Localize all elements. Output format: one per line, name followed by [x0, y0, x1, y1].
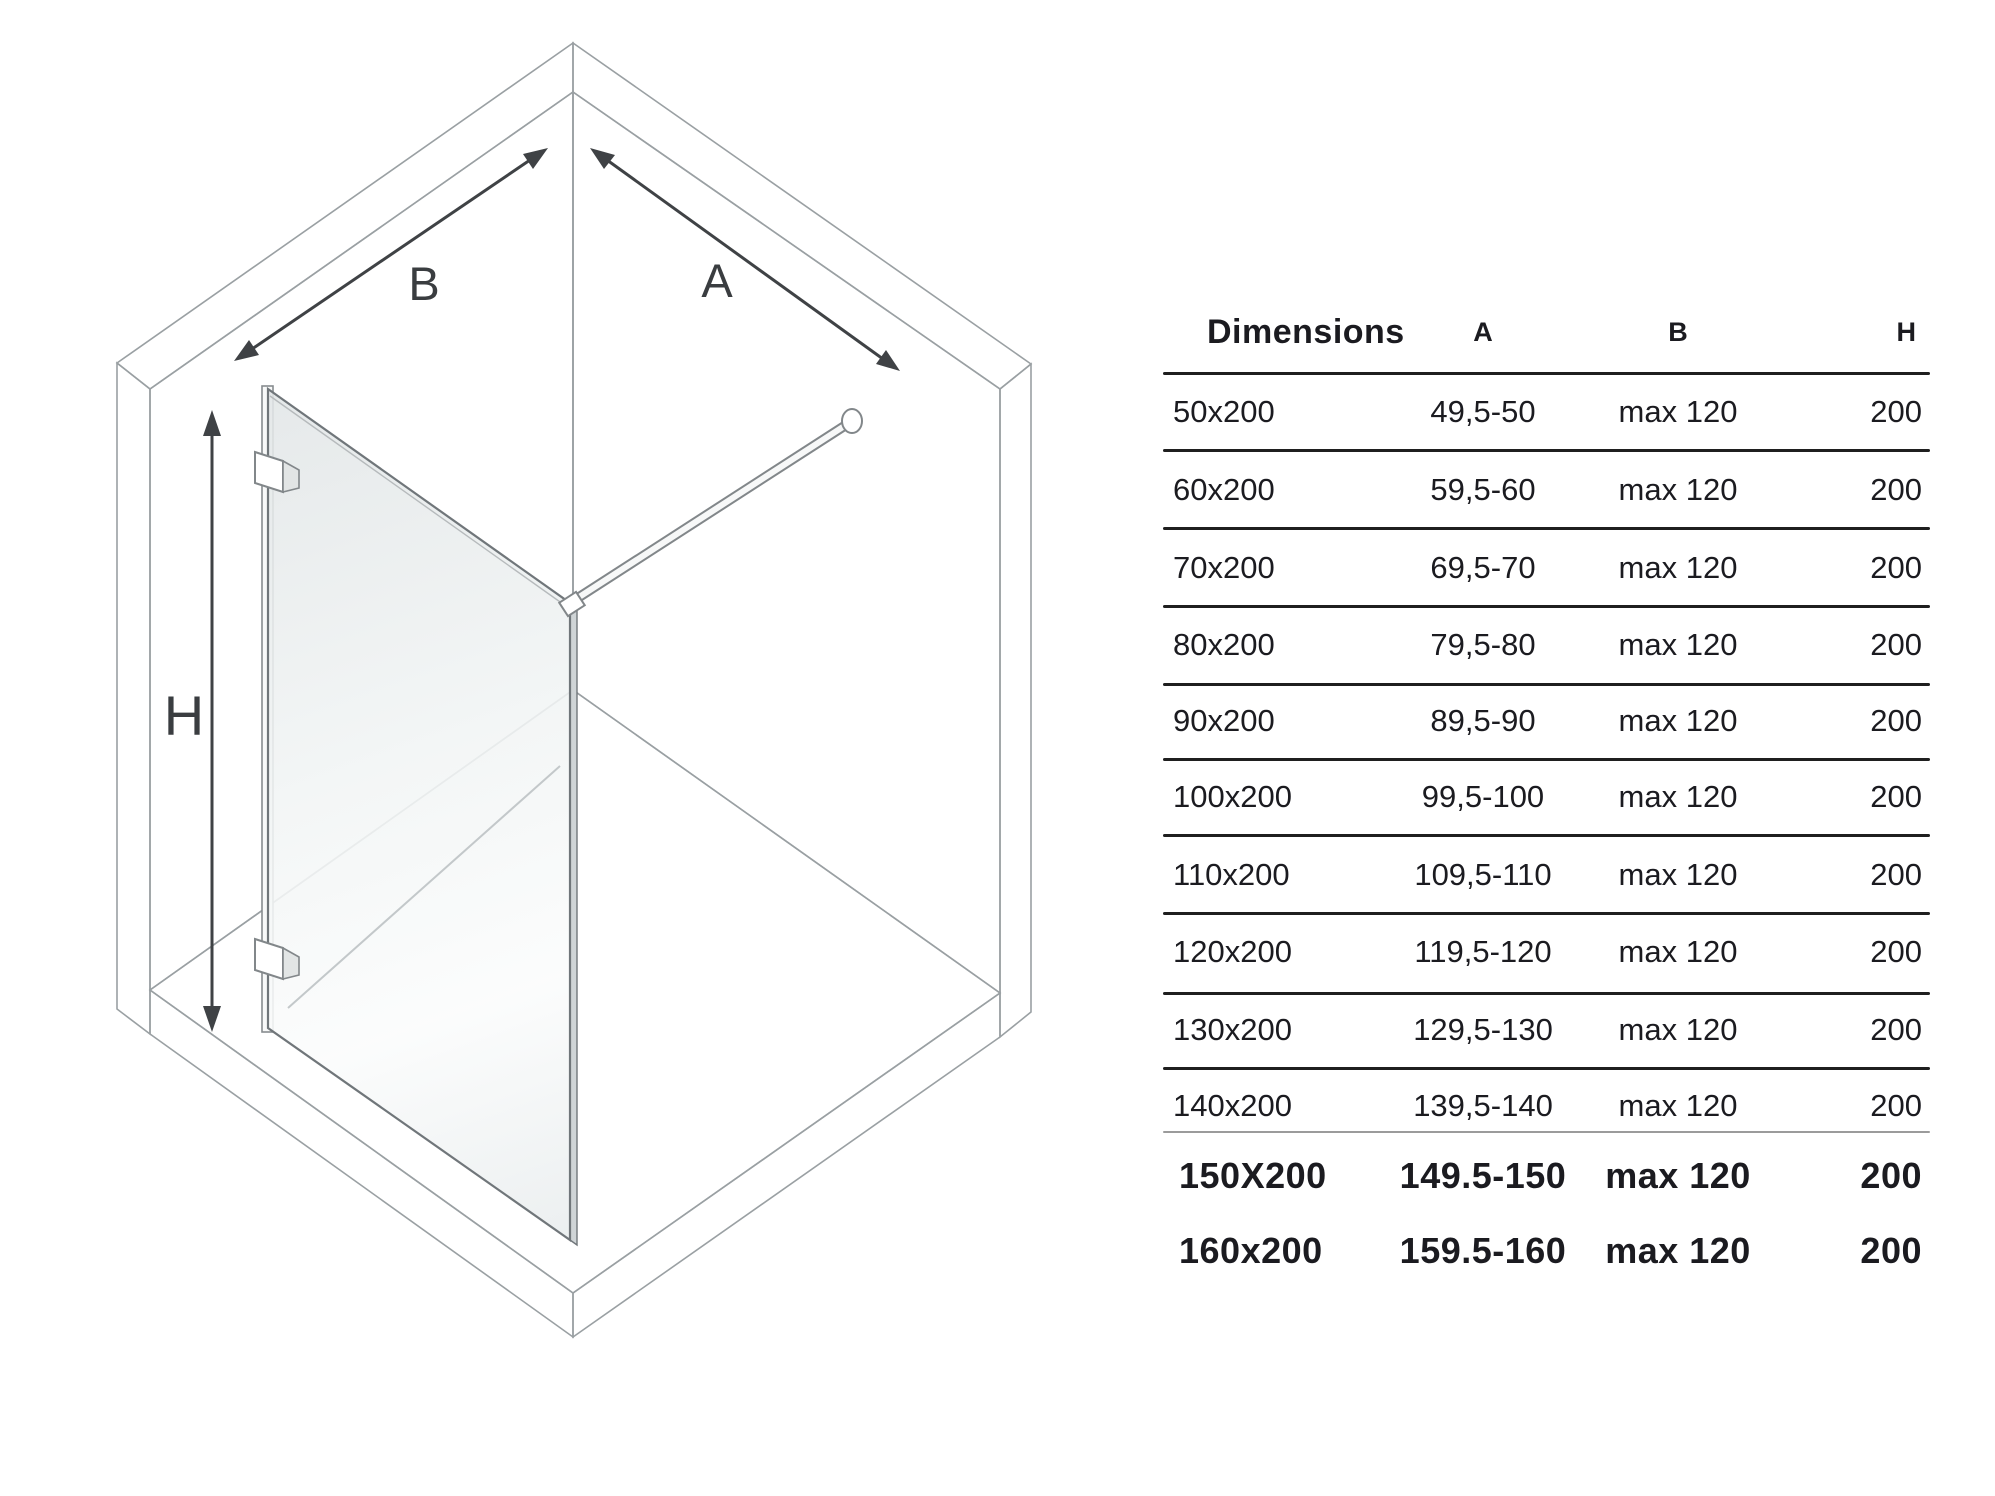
cell-a: 149.5-150 [1399, 1155, 1567, 1196]
wall-right-face [572, 90, 1001, 995]
wall-end-right [999, 362, 1032, 1039]
dimension-arrow-a [590, 148, 900, 371]
cell-size: 60x200 [1173, 472, 1275, 507]
cell-b: max 120 [1618, 627, 1738, 662]
cell-size: 70x200 [1173, 550, 1275, 585]
table-title: Dimensions [1207, 313, 1405, 351]
table-row: 160x200 159.5-160 max 120 200 [1163, 1212, 1930, 1290]
cell-size: 110x200 [1173, 857, 1290, 892]
row-separator [1163, 758, 1930, 761]
table-row: 70x200 69,5-70 max 120 200 [1163, 529, 1930, 607]
cell-h: 200 [1870, 1088, 1922, 1123]
cell-h: 200 [1870, 472, 1922, 507]
glass-top-inner-line [269, 395, 571, 610]
cell-a: 99,5-100 [1421, 779, 1545, 814]
support-bar-glass-clamp [557, 590, 587, 618]
cell-b: max 120 [1605, 1155, 1751, 1196]
cell-size: 100x200 [1173, 779, 1292, 814]
table-row: 60x200 59,5-60 max 120 200 [1163, 451, 1930, 529]
cell-a: 159.5-160 [1399, 1230, 1567, 1271]
cell-b: max 120 [1618, 779, 1738, 814]
row-separator [1163, 912, 1930, 915]
cell-b: max 120 [1618, 472, 1738, 507]
cell-size: 90x200 [1173, 703, 1275, 738]
label-b: B [408, 257, 439, 310]
cell-h: 200 [1870, 394, 1922, 429]
floor-skirt-right [572, 991, 1001, 1339]
table-row: 50x200 49,5-50 max 120 200 [1163, 373, 1930, 451]
row-separator [1163, 449, 1930, 452]
wall-top-band-right [572, 41, 1033, 390]
wall-top-band-left [115, 41, 574, 390]
table-row: 130x200 129,5-130 max 120 200 [1163, 991, 1930, 1069]
row-separator [1163, 834, 1930, 837]
cell-h: 200 [1860, 1230, 1922, 1271]
cell-a: 69,5-70 [1430, 550, 1536, 585]
cell-h: 200 [1870, 703, 1922, 738]
label-h: H [164, 684, 204, 747]
cell-a: 119,5-120 [1414, 934, 1552, 969]
cell-a: 139,5-140 [1413, 1088, 1553, 1123]
cell-b: max 120 [1618, 934, 1738, 969]
cell-a: 89,5-90 [1430, 703, 1536, 738]
dimension-arrow-h [203, 410, 221, 1032]
row-separator [1163, 1067, 1930, 1070]
column-header-h: H [1896, 317, 1917, 347]
cell-size: 130x200 [1173, 1012, 1292, 1047]
table-row: 90x200 89,5-90 max 120 200 [1163, 682, 1930, 760]
support-bar [557, 408, 863, 618]
table-row: 140x200 139,5-140 max 120 200 [1163, 1067, 1930, 1145]
cell-b: max 120 [1618, 1012, 1738, 1047]
cell-b: max 120 [1618, 394, 1738, 429]
table-row: 150X200 149.5-150 max 120 200 [1163, 1137, 1930, 1215]
wall-end-left [116, 361, 151, 1036]
glass-panel [266, 386, 572, 1243]
dimension-arrow-b [234, 148, 548, 361]
row-separator [1163, 372, 1930, 375]
cell-a: 79,5-80 [1430, 627, 1536, 662]
row-separator-light [1163, 1131, 1930, 1133]
cell-h: 200 [1870, 857, 1922, 892]
cell-size: 140x200 [1173, 1088, 1292, 1123]
cell-b: max 120 [1618, 1088, 1738, 1123]
cell-a: 129,5-130 [1413, 1012, 1553, 1047]
table-row: 100x200 99,5-100 max 120 200 [1163, 758, 1930, 836]
cell-size: 150X200 [1179, 1155, 1327, 1196]
glass-clamp-top [254, 450, 300, 494]
cell-h: 200 [1870, 1012, 1922, 1047]
cell-a: 109,5-110 [1414, 857, 1552, 892]
row-separator [1163, 527, 1930, 530]
column-header-a: A [1473, 317, 1493, 347]
cell-a: 49,5-50 [1430, 394, 1536, 429]
cell-size: 80x200 [1173, 627, 1275, 662]
cell-b: max 120 [1605, 1230, 1751, 1271]
cell-h: 200 [1870, 550, 1922, 585]
support-bar-wall-mount [841, 408, 863, 434]
cell-size: 120x200 [1173, 934, 1292, 969]
table-row: 110x200 109,5-110 max 120 200 [1163, 836, 1930, 914]
table-row: 80x200 79,5-80 max 120 200 [1163, 606, 1930, 684]
glass-panel-assembly [254, 385, 863, 1247]
cell-size: 160x200 [1179, 1230, 1323, 1271]
glass-clamp-bottom [254, 937, 300, 981]
cell-h: 200 [1860, 1155, 1922, 1196]
table-row: 120x200 119,5-120 max 120 200 [1163, 913, 1930, 991]
cell-b: max 120 [1618, 857, 1738, 892]
row-separator [1163, 605, 1930, 608]
label-a: A [701, 254, 733, 307]
cell-b: max 120 [1618, 703, 1738, 738]
row-separator [1163, 992, 1930, 995]
cell-h: 200 [1870, 627, 1922, 662]
row-separator [1163, 683, 1930, 686]
cell-size: 50x200 [1173, 394, 1275, 429]
dimensions-table: Dimensions A B H 50x200 49,5-50 max 120 … [1163, 0, 1930, 1496]
cell-b: max 120 [1618, 550, 1738, 585]
glass-sheen-line [287, 765, 561, 1009]
column-header-b: B [1668, 317, 1688, 347]
cell-h: 200 [1870, 779, 1922, 814]
cell-a: 59,5-60 [1430, 472, 1536, 507]
cell-h: 200 [1870, 934, 1922, 969]
